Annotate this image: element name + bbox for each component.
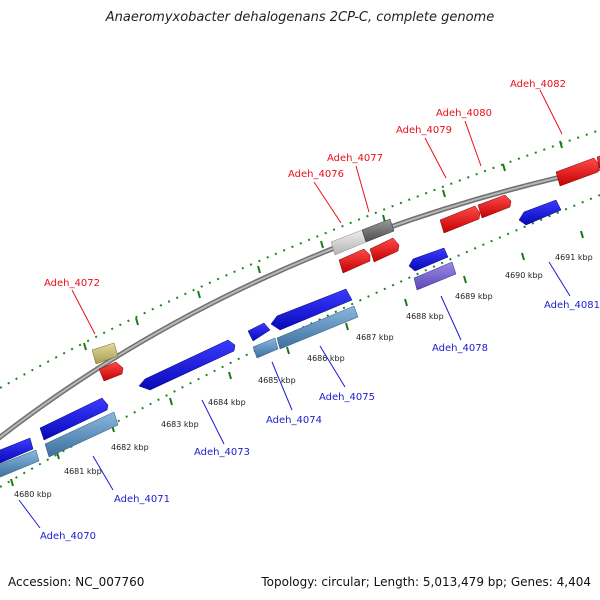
gene-label-adeh-4077[interactable]: Adeh_4077 (327, 153, 383, 164)
gene-arrow-adeh-4073[interactable] (138, 339, 236, 391)
scale-label: 4686 kbp (307, 354, 345, 363)
gene-arrow-adeh-4072[interactable] (98, 361, 124, 382)
scale-label: 4683 kbp (161, 420, 199, 429)
gene-arrow-adeh-4074-lower[interactable] (252, 337, 279, 359)
leader-line-adeh-4070 (18, 499, 41, 529)
leader-line-adeh-4080 (464, 120, 482, 167)
gene-label-adeh-4080[interactable]: Adeh_4080 (436, 108, 492, 119)
scale-label: 4690 kbp (505, 271, 543, 280)
reverse-gene-labels: Adeh_4070 Adeh_4071 Adeh_4073 Adeh_4074 … (18, 261, 600, 542)
gene-arrow-adeh-4070[interactable] (0, 437, 34, 464)
reverse-strand-genes (0, 199, 562, 478)
leader-line-adeh-4074 (271, 361, 293, 411)
gene-label-adeh-4079[interactable]: Adeh_4079 (396, 125, 452, 136)
scale-label: 4680 kbp (14, 490, 52, 499)
genome-backbone-highlight (0, 167, 600, 439)
gene-arrow-adeh-4078[interactable] (408, 247, 449, 272)
gene-label-adeh-4082[interactable]: Adeh_4082 (510, 79, 566, 90)
gene-label-adeh-4076[interactable]: Adeh_4076 (288, 169, 344, 180)
gene-arrow-adeh-4071-lower[interactable] (44, 411, 119, 458)
major-tick-marks (10, 140, 584, 487)
gene-arrow-adeh-4072-upper[interactable] (91, 342, 119, 365)
gene-arrow-adeh-4070-lower[interactable] (0, 449, 40, 478)
scale-label: 4688 kbp (406, 312, 444, 321)
gene-arrow-adeh-4075-lower[interactable] (276, 305, 359, 350)
gene-label-adeh-4072[interactable]: Adeh_4072 (44, 278, 100, 289)
gene-arrow-adeh-4080[interactable] (477, 194, 512, 219)
gene-arrow-adeh-4071[interactable] (39, 397, 109, 441)
scale-label: 4681 kbp (64, 467, 102, 476)
gene-label-adeh-4081[interactable]: Adeh_4081 (544, 300, 600, 311)
gene-label-adeh-4074[interactable]: Adeh_4074 (266, 415, 322, 426)
gene-arrow-adeh-4079[interactable] (439, 205, 481, 234)
scale-label: 4689 kbp (455, 292, 493, 301)
leader-line-adeh-4078 (440, 295, 462, 341)
scale-label: 4682 kbp (111, 443, 149, 452)
gene-arrow-adeh-4078-lower[interactable] (413, 261, 457, 291)
gene-arrow-adeh-4077-upper[interactable] (361, 218, 395, 243)
gene-label-adeh-4078[interactable]: Adeh_4078 (432, 343, 488, 354)
scale-label: 4684 kbp (208, 398, 246, 407)
gene-arrow-adeh-4082[interactable] (555, 157, 600, 187)
gene-arrow-adeh-4075[interactable] (270, 288, 353, 331)
leader-line-adeh-4081 (548, 261, 571, 297)
map-title: Anaeromyxobacter dehalogenans 2CP-C, com… (105, 10, 495, 25)
leader-line-adeh-4075 (319, 345, 346, 388)
leader-line-adeh-4082 (539, 89, 563, 135)
gene-arrow-adeh-4076[interactable] (338, 248, 371, 274)
leader-line-adeh-4079 (424, 137, 447, 179)
leader-line-adeh-4071 (92, 455, 114, 491)
forward-gene-labels: Adeh_4072 Adeh_4076 Adeh_4077 Adeh_4079 … (44, 79, 566, 335)
scale-label: 4685 kbp (258, 376, 296, 385)
forward-strand-genes (91, 154, 600, 382)
leader-line-adeh-4076 (313, 181, 342, 224)
leader-line-adeh-4073 (201, 399, 225, 445)
gene-arrow-adeh-4077[interactable] (369, 237, 400, 263)
gene-label-adeh-4073[interactable]: Adeh_4073 (194, 447, 250, 458)
scale-label: 4691 kbp (555, 253, 593, 262)
gene-arrow-adeh-4082-next[interactable] (596, 154, 600, 169)
leader-line-adeh-4072 (71, 289, 96, 335)
gene-arrow-adeh-4074[interactable] (247, 322, 271, 342)
gene-label-adeh-4070[interactable]: Adeh_4070 (40, 531, 96, 542)
scale-labels: 4680 kbp 4681 kbp 4682 kbp 4683 kbp 4684… (14, 253, 593, 499)
accession-text: Accession: NC_007760 (8, 575, 145, 589)
gene-label-adeh-4071[interactable]: Adeh_4071 (114, 494, 170, 505)
gene-label-adeh-4075[interactable]: Adeh_4075 (319, 392, 375, 403)
genome-summary-text: Topology: circular; Length: 5,013,479 bp… (261, 575, 591, 589)
leader-line-adeh-4077 (355, 165, 370, 213)
scale-label: 4687 kbp (356, 333, 394, 342)
gene-arrow-adeh-4081[interactable] (518, 199, 562, 226)
